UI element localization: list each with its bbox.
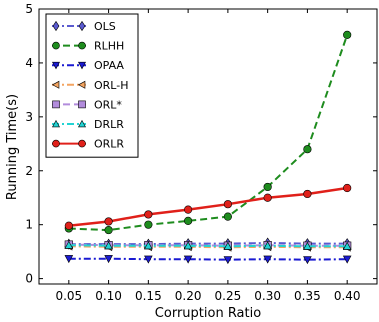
data-point-opaa <box>223 256 233 265</box>
legend-label-ols: OLS <box>94 20 116 33</box>
data-point-opaa <box>144 255 153 264</box>
legend-label-orlr: ORLR <box>94 138 124 151</box>
legend-marker-orl-h <box>77 80 86 89</box>
series-layer <box>64 30 352 265</box>
legend-marker-rlhh <box>52 41 60 50</box>
legend-marker-rlhh <box>78 41 86 50</box>
ticks-layer: 0.05 0.10 0.15 0.20 0.25 0.30 0.35 0.40 0 1 2 3 4 5 <box>25 2 377 303</box>
legend-item-orl: ORL* <box>52 98 122 111</box>
legend-marker-orl <box>52 100 60 109</box>
data-point-rlhh <box>223 212 232 221</box>
x-tick-label: 0.40 <box>334 289 361 303</box>
legend-marker-ols <box>52 20 60 32</box>
legend-label-drlr: DRLR <box>94 118 124 131</box>
data-point-orlr <box>343 183 352 193</box>
series-orlr <box>64 183 352 230</box>
x-tick-label: 0.30 <box>254 289 281 303</box>
data-point-rlhh <box>303 145 312 154</box>
legend-marker-orlr <box>52 139 60 148</box>
legend-label-orl: ORL* <box>94 98 122 111</box>
data-point-opaa <box>263 255 272 264</box>
data-point-rlhh <box>263 182 272 192</box>
data-point-opaa <box>183 255 193 264</box>
data-point-orlr <box>184 205 193 214</box>
series-rlhh <box>64 30 352 235</box>
legend-marker-orl-h <box>51 80 60 89</box>
legend-box <box>45 13 139 158</box>
legend-item-drlr: DRLR <box>51 118 124 131</box>
legend-marker-opaa <box>51 61 61 70</box>
data-point-rlhh <box>104 225 113 235</box>
data-point-orlr <box>64 221 73 230</box>
legend-marker-ols <box>78 20 86 32</box>
legend-label-opaa: OPAA <box>94 59 124 72</box>
legend-marker-opaa <box>77 61 87 70</box>
legend-label-rlhh: RLHH <box>94 40 124 53</box>
data-point-drlr <box>303 241 312 250</box>
legend-marker-drlr <box>77 119 87 128</box>
data-point-orlr <box>104 217 113 226</box>
plot-frame <box>38 8 378 285</box>
series-line-orl-h <box>68 245 348 249</box>
data-point-drlr <box>64 240 74 249</box>
x-tick-label: 0.25 <box>215 289 242 303</box>
x-tick-label: 0.05 <box>55 289 82 303</box>
legend-item-opaa: OPAA <box>51 59 124 72</box>
y-tick-label: 0 <box>25 272 33 286</box>
x-tick-label: 0.10 <box>95 289 122 303</box>
y-tick-label: 4 <box>25 56 33 70</box>
y-axis-label: Running Time(s) <box>5 94 20 200</box>
x-tick-label: 0.20 <box>175 289 202 303</box>
series-line-ols <box>68 241 348 246</box>
x-tick-label: 0.35 <box>294 289 321 303</box>
data-point-drlr <box>183 241 193 250</box>
data-point-opaa <box>104 255 113 264</box>
y-tick-label: 1 <box>25 218 33 232</box>
data-point-opaa <box>342 255 352 264</box>
data-point-opaa <box>303 256 312 265</box>
data-point-drlr <box>104 241 113 250</box>
data-point-drlr <box>223 241 233 250</box>
y-tick-label: 5 <box>25 2 33 16</box>
legend-item-rlhh: RLHH <box>52 40 124 53</box>
legend-marker-orl <box>78 100 86 109</box>
series-drlr <box>64 240 352 250</box>
x-axis-label: Corruption Ratio <box>155 306 261 321</box>
data-point-orlr <box>144 210 153 219</box>
series-line-orlr <box>68 186 348 228</box>
legend-marker-orlr <box>78 139 86 148</box>
series-line-rlhh <box>68 34 349 232</box>
data-point-orlr <box>303 189 312 199</box>
x-tick-label: 0.15 <box>135 289 162 303</box>
legend: OLS RLHH OPAA ORL-H ORL* DRLR ORLR <box>45 13 139 158</box>
data-point-drlr <box>263 241 272 250</box>
series-line-drlr <box>68 244 348 248</box>
legend-label-orl-h: ORL-H <box>94 79 128 92</box>
data-point-rlhh <box>144 220 153 229</box>
data-point-rlhh <box>184 216 193 226</box>
legend-item-orl-h: ORL-H <box>51 79 128 92</box>
series-opaa <box>64 255 352 265</box>
data-point-drlr <box>342 241 352 250</box>
legend-item-ols: OLS <box>52 20 116 33</box>
legend-marker-drlr <box>51 119 61 128</box>
y-tick-label: 2 <box>25 164 33 178</box>
data-point-opaa <box>64 255 74 264</box>
data-point-rlhh <box>343 30 352 39</box>
y-tick-label: 3 <box>25 110 33 124</box>
series-line-opaa <box>68 257 348 261</box>
data-point-orlr <box>223 200 232 209</box>
legend-item-orlr: ORLR <box>52 138 124 151</box>
data-point-orlr <box>263 193 272 202</box>
data-point-drlr <box>144 241 153 250</box>
